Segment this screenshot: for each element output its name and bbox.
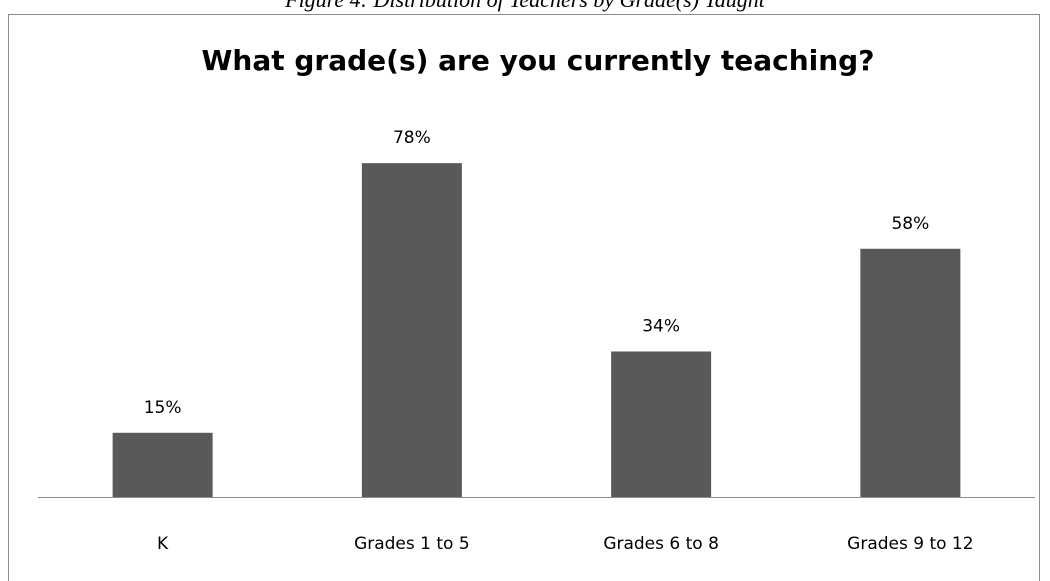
x-tick-label: Grades 6 to 8: [603, 534, 719, 554]
chart-title: What grade(s) are you currently teaching…: [202, 44, 875, 77]
x-tick-label: Grades 1 to 5: [354, 534, 470, 554]
caption: Figure 4: Distribution of Teachers by Gr…: [284, 0, 766, 12]
value-label: 15%: [144, 398, 182, 418]
bar: [112, 432, 213, 497]
bar: [361, 163, 462, 497]
x-tick-label: Grades 9 to 12: [847, 534, 973, 554]
caption-band: [0, 0, 1050, 14]
value-label: 78%: [393, 128, 431, 148]
value-label: 34%: [642, 316, 680, 336]
bar: [611, 351, 712, 497]
x-tick-label: K: [157, 534, 169, 554]
bar: [860, 248, 961, 497]
value-label: 58%: [891, 214, 929, 234]
